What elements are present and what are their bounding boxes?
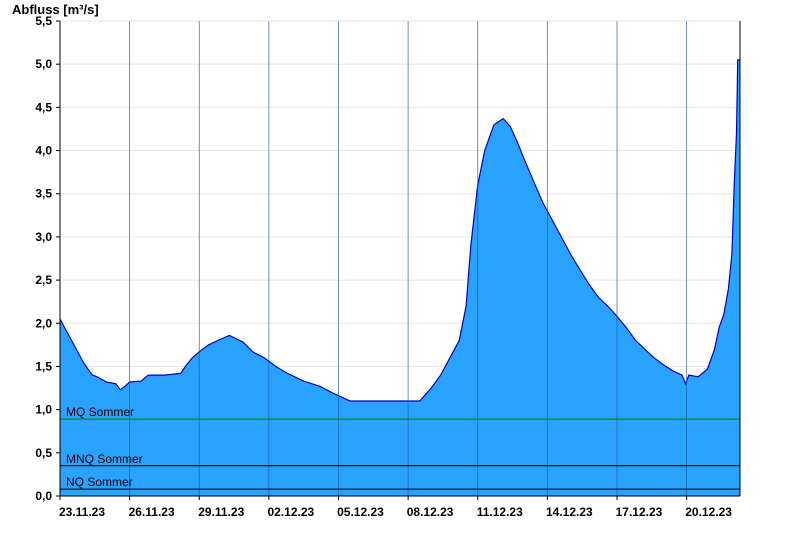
x-tick-label: 14.12.23	[546, 505, 593, 519]
y-tick-label: 0,5	[35, 446, 52, 460]
y-tick-label: 5,5	[35, 14, 52, 28]
y-tick-label: 2,5	[35, 273, 52, 287]
y-axis-title: Abfluss [m³/s]	[12, 2, 99, 17]
reference-line-label: MQ Sommer	[66, 405, 134, 419]
x-tick-label: 02.12.23	[268, 505, 315, 519]
x-tick-label: 23.11.23	[59, 505, 105, 519]
y-tick-label: 4,5	[35, 100, 52, 114]
area-fill	[60, 59, 740, 497]
x-gridlines	[129, 21, 688, 496]
x-tick-labels: 23.11.23 26.11.23 29.11.23 02.12.23 05.12.23…	[59, 496, 732, 519]
y-tick-label: 1,0	[35, 403, 52, 417]
y-tick-label: 4,0	[35, 144, 52, 158]
x-tick-label: 26.11.23	[129, 505, 175, 519]
reference-line-label: NQ Sommer	[66, 475, 133, 489]
x-tick-label: 20.12.23	[685, 505, 732, 519]
reference-line-label: MNQ Sommer	[66, 452, 143, 466]
area-series	[59, 59, 740, 497]
x-tick-label: 29.11.23	[198, 505, 244, 519]
x-tick-label: 11.12.23	[477, 505, 523, 519]
x-tick-label: 17.12.23	[616, 505, 663, 519]
y-tick-label: 3,5	[35, 187, 52, 201]
reference-lines: MQ Sommer MNQ Sommer NQ Sommer	[60, 405, 740, 490]
y-tick-label: 3,0	[35, 230, 52, 244]
x-tick-label: 05.12.23	[337, 505, 384, 519]
y-tick-label: 2,0	[35, 316, 52, 330]
y-tick-label: 1,5	[35, 359, 52, 373]
y-tick-label: 0,0	[35, 489, 52, 503]
y-tick-label: 5,0	[35, 57, 52, 71]
axes	[59, 21, 741, 497]
x-tick-label: 08.12.23	[407, 505, 454, 519]
y-tick-labels: 0,0 0,5 1,0 1,5 2,0 2,5 3,0 3,5 4,0 4,5 5,0 5,5	[35, 14, 60, 503]
